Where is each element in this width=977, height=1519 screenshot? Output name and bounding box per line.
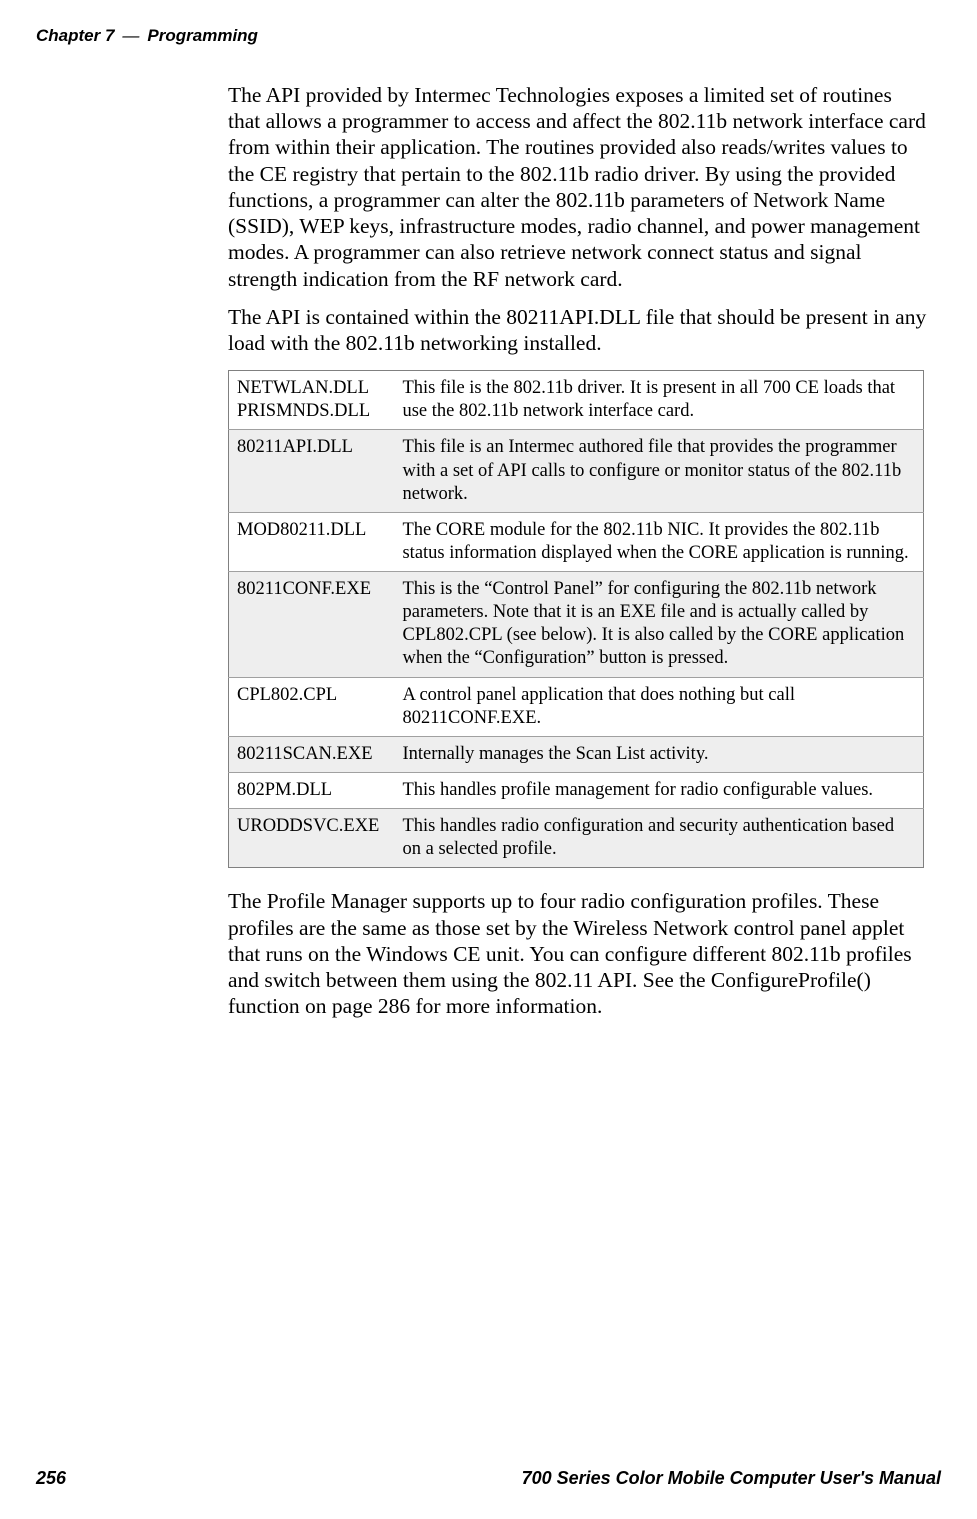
file-description-table: NETWLAN.DLL PRISMNDS.DLL This file is th… bbox=[228, 370, 924, 868]
file-name-cell: 80211API.DLL bbox=[229, 430, 395, 512]
file-name-cell: 80211SCAN.EXE bbox=[229, 736, 395, 772]
file-desc-cell: This handles profile management for radi… bbox=[394, 772, 923, 808]
table-row: CPL802.CPL A control panel application t… bbox=[229, 677, 924, 736]
file-name-cell: URODDSVC.EXE bbox=[229, 809, 395, 868]
file-desc-cell: A control panel application that does no… bbox=[394, 677, 923, 736]
file-desc-cell: This handles radio configuration and sec… bbox=[394, 809, 923, 868]
table-row: NETWLAN.DLL PRISMNDS.DLL This file is th… bbox=[229, 371, 924, 430]
file-name-cell: CPL802.CPL bbox=[229, 677, 395, 736]
page-content: The API provided by Intermec Technologie… bbox=[228, 82, 928, 1031]
file-name: NETWLAN.DLL bbox=[237, 378, 369, 398]
file-name: PRISMNDS.DLL bbox=[237, 401, 370, 421]
header-left: Chapter 7 — Programming bbox=[36, 26, 258, 46]
body-paragraph: The Profile Manager supports up to four … bbox=[228, 888, 928, 1019]
table-row: 80211API.DLL This file is an Intermec au… bbox=[229, 430, 924, 512]
table-row: MOD80211.DLL The CORE module for the 802… bbox=[229, 512, 924, 571]
file-desc-cell: The CORE module for the 802.11b NIC. It … bbox=[394, 512, 923, 571]
table-row: 80211CONF.EXE This is the “Control Panel… bbox=[229, 572, 924, 678]
manual-title: 700 Series Color Mobile Computer User's … bbox=[522, 1468, 941, 1489]
table-row: URODDSVC.EXE This handles radio configur… bbox=[229, 809, 924, 868]
file-name-cell: 80211CONF.EXE bbox=[229, 572, 395, 678]
table-row: 802PM.DLL This handles profile managemen… bbox=[229, 772, 924, 808]
file-desc-cell: This file is an Intermec authored file t… bbox=[394, 430, 923, 512]
chapter-number: Chapter 7 bbox=[36, 26, 114, 46]
file-desc-cell: Internally manages the Scan List activit… bbox=[394, 736, 923, 772]
file-desc-cell: This file is the 802.11b driver. It is p… bbox=[394, 371, 923, 430]
file-desc-cell: This is the “Control Panel” for configur… bbox=[394, 572, 923, 678]
body-paragraph: The API provided by Intermec Technologie… bbox=[228, 82, 928, 292]
file-name-cell: NETWLAN.DLL PRISMNDS.DLL bbox=[229, 371, 395, 430]
page-header: Chapter 7 — Programming bbox=[36, 26, 941, 46]
chapter-title: Programming bbox=[147, 26, 258, 46]
table-row: 80211SCAN.EXE Internally manages the Sca… bbox=[229, 736, 924, 772]
file-name-cell: MOD80211.DLL bbox=[229, 512, 395, 571]
header-separator: — bbox=[122, 26, 139, 46]
page-number: 256 bbox=[36, 1468, 66, 1489]
file-name-cell: 802PM.DLL bbox=[229, 772, 395, 808]
page-footer: 256 700 Series Color Mobile Computer Use… bbox=[36, 1468, 941, 1489]
body-paragraph: The API is contained within the 80211API… bbox=[228, 304, 928, 356]
